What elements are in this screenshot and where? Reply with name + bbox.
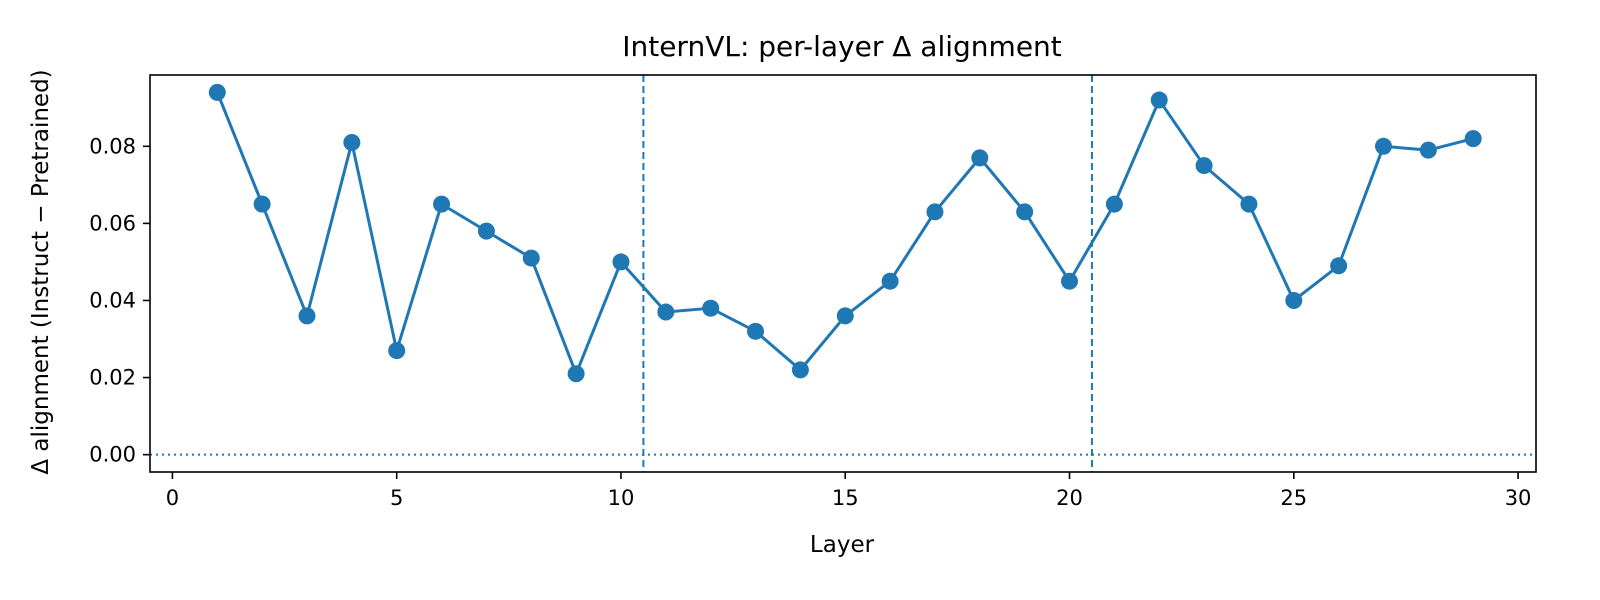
data-point: [522, 249, 540, 267]
x-tick-label: 5: [390, 486, 403, 510]
data-point: [1240, 195, 1258, 213]
data-point: [657, 303, 675, 321]
data-point: [208, 83, 226, 101]
y-tick-label: 0.06: [89, 211, 136, 235]
y-tick-label: 0.04: [89, 288, 136, 312]
y-tick-label: 0.08: [89, 134, 136, 158]
data-point: [791, 361, 809, 379]
data-point: [1330, 257, 1348, 275]
data-point: [836, 307, 854, 325]
data-point: [702, 299, 720, 317]
chart-title: InternVL: per-layer Δ alignment: [622, 30, 1062, 63]
x-tick-label: 25: [1280, 486, 1307, 510]
data-point: [971, 149, 989, 167]
data-point: [612, 253, 630, 271]
x-tick-label: 15: [832, 486, 859, 510]
data-point: [881, 272, 899, 290]
x-tick-label: 20: [1056, 486, 1083, 510]
plot-frame: [149, 74, 1537, 473]
data-point: [567, 365, 585, 383]
data-point: [253, 195, 271, 213]
data-point: [1285, 291, 1303, 309]
data-point: [1374, 137, 1392, 155]
data-point: [1195, 157, 1213, 175]
series-line: [215, 91, 1474, 376]
data-point: [298, 307, 316, 325]
y-tick-label: 0.00: [89, 443, 136, 467]
x-tick-label: 10: [608, 486, 635, 510]
data-point: [433, 195, 451, 213]
data-point: [343, 133, 361, 151]
y-tick-label: 0.02: [89, 366, 136, 390]
plot-area: 0 5 10 15 20 25 30 0.00 0.02 0.04 0.06 0.08: [89, 74, 1537, 510]
x-tick-label: 0: [166, 486, 179, 510]
data-point: [477, 222, 495, 240]
data-point: [1419, 141, 1437, 159]
x-axis-label: Layer: [810, 532, 875, 558]
y-axis-label: Δ alignment (Instruct − Pretrained): [28, 69, 54, 474]
data-point: [1016, 203, 1034, 221]
data-point: [747, 322, 765, 340]
data-point: [926, 203, 944, 221]
data-point: [1105, 195, 1123, 213]
x-tick-label: 30: [1505, 486, 1532, 510]
data-point: [388, 342, 406, 360]
data-point: [1061, 272, 1079, 290]
data-point: [1464, 130, 1482, 148]
data-point: [1150, 91, 1168, 109]
